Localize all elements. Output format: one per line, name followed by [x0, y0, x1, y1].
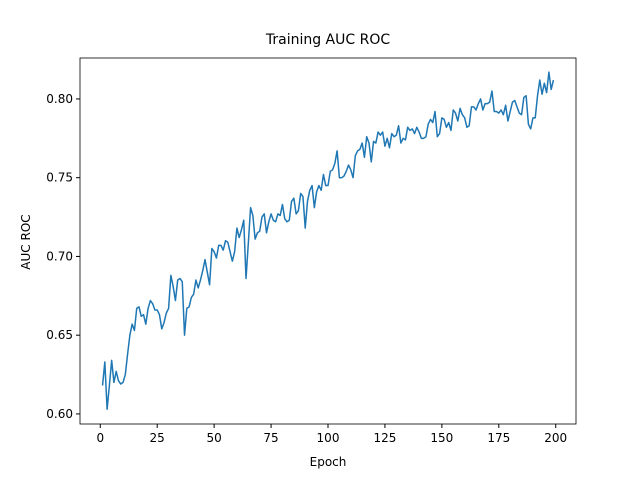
chart-title: Training AUC ROC — [265, 32, 390, 48]
x-tick-label: 100 — [317, 431, 340, 445]
x-tick-label: 25 — [150, 431, 165, 445]
y-tick-label: 0.60 — [46, 407, 73, 421]
x-tick-label: 50 — [206, 431, 221, 445]
x-tick-label: 75 — [263, 431, 278, 445]
x-axis-label: Epoch — [310, 455, 347, 469]
y-tick-label: 0.70 — [46, 249, 73, 263]
y-tick-label: 0.65 — [46, 328, 73, 342]
data-line — [101, 71, 555, 410]
x-tick-label: 0 — [96, 431, 104, 445]
y-tick-label: 0.80 — [46, 92, 73, 106]
x-tick-label: 125 — [373, 431, 396, 445]
y-axis-label: AUC ROC — [19, 214, 33, 269]
y-tick-label: 0.75 — [46, 171, 73, 185]
axes-frame — [79, 57, 577, 425]
x-tick-label: 175 — [487, 431, 510, 445]
x-tick-label: 150 — [430, 431, 453, 445]
x-tick-label: 200 — [544, 431, 567, 445]
